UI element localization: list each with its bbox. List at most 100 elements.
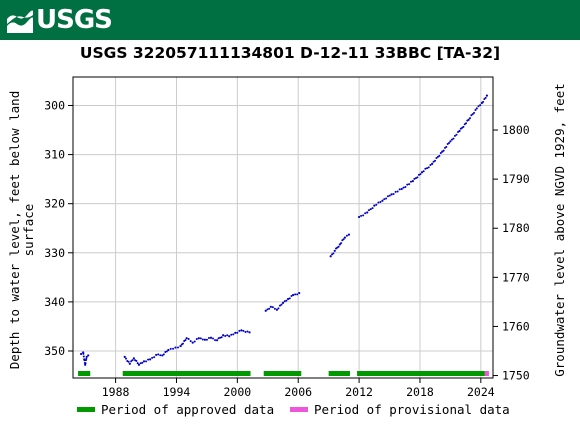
water-level-dot	[435, 156, 438, 159]
water-level-dot	[445, 145, 448, 148]
water-level-dot	[386, 195, 389, 198]
water-level-dot	[448, 142, 451, 145]
water-level-dot	[82, 352, 85, 355]
water-level-point	[298, 291, 301, 295]
water-level-point	[185, 337, 188, 340]
water-level-dot	[340, 242, 343, 245]
water-level-dot	[416, 176, 419, 179]
water-level-point	[485, 94, 489, 97]
water-level-dot	[469, 117, 472, 120]
water-level-dot	[125, 357, 128, 360]
water-level-dot	[375, 203, 378, 206]
water-level-dot	[345, 234, 348, 237]
water-level-dot	[217, 337, 220, 340]
usgs-logo[interactable]: USGS	[6, 4, 113, 36]
water-level-dot	[342, 238, 345, 241]
water-level-dot	[153, 356, 156, 359]
water-level-dot	[159, 354, 162, 357]
water-level-dot	[195, 337, 198, 340]
water-level-dot	[244, 331, 247, 334]
right-axis-label: Groundwater level above NGVD 1929, feet	[552, 83, 567, 377]
water-level-point	[137, 363, 141, 366]
water-level-dot	[369, 208, 372, 211]
water-level-point	[87, 354, 90, 357]
water-level-point	[85, 355, 88, 358]
water-level-dot	[236, 331, 239, 334]
legend: Period of approved data Period of provis…	[77, 402, 510, 417]
water-level-dot	[139, 362, 142, 365]
water-level-dot	[172, 347, 175, 350]
right-tick-label: 1770	[502, 270, 530, 284]
right-tick-label: 1750	[502, 369, 530, 383]
left-tick-label: 300	[44, 98, 65, 112]
water-level-dot	[424, 167, 427, 170]
water-level-dot	[136, 362, 139, 365]
water-level-dot	[84, 362, 87, 365]
water-level-point	[286, 297, 290, 301]
water-level-point	[329, 255, 332, 258]
water-level-dot	[388, 194, 391, 197]
water-level-dot	[453, 134, 456, 137]
water-level-dot	[280, 303, 283, 306]
water-level-dot	[246, 330, 249, 333]
water-level-point	[155, 353, 158, 357]
left-tick-label: 330	[44, 246, 65, 260]
water-level-point	[281, 301, 285, 304]
water-level-point	[431, 162, 434, 166]
water-level-dot	[181, 342, 184, 345]
water-level-dot	[285, 299, 288, 302]
x-tick-label: 2000	[223, 385, 251, 399]
water-level-dot	[404, 186, 407, 189]
water-level-point	[132, 357, 135, 360]
water-level-dot	[413, 177, 416, 180]
water-level-dot	[187, 337, 190, 340]
water-level-point	[333, 249, 336, 252]
x-tick-label: 2024	[467, 385, 495, 399]
water-level-dot	[452, 137, 455, 140]
water-level-dot	[288, 297, 291, 300]
water-level-point	[347, 233, 351, 236]
water-level-dot	[207, 337, 210, 340]
water-level-point	[197, 337, 200, 340]
chart-title: USGS 322057111134801 D-12-11 33BBC [TA-3…	[79, 44, 501, 62]
water-level-dot	[273, 307, 276, 310]
x-tick-label: 1994	[163, 385, 191, 399]
water-level-point	[338, 243, 341, 246]
water-level-point	[420, 171, 424, 174]
water-level-dot	[268, 307, 271, 310]
water-level-point	[475, 107, 478, 110]
water-level-dot	[436, 155, 439, 158]
provisional-period-bar	[484, 371, 489, 376]
water-level-dot	[230, 333, 233, 336]
water-level-dot	[193, 340, 196, 343]
water-level-dot	[434, 159, 437, 162]
water-level-point	[381, 199, 384, 202]
water-level-point	[179, 344, 182, 348]
water-level-point	[191, 341, 194, 344]
water-level-dot	[337, 245, 340, 248]
water-level-dot	[157, 353, 160, 356]
water-level-dot	[455, 133, 458, 136]
water-level-dot	[364, 212, 367, 215]
water-level-dot	[484, 96, 487, 99]
x-axis-ticks: 1988 1994 2000 2006 2012 2018 2024	[102, 378, 495, 399]
water-level-dot	[199, 337, 202, 340]
water-level-point	[80, 352, 83, 356]
plot-frame	[72, 76, 494, 379]
water-level-point	[128, 362, 131, 365]
water-level-dot	[294, 293, 297, 296]
water-level-dot	[377, 201, 380, 204]
right-tick-label: 1780	[502, 221, 530, 235]
water-level-dot	[82, 355, 85, 358]
water-level-dot	[398, 188, 401, 191]
water-level-point	[373, 204, 376, 207]
water-level-dot	[177, 346, 179, 349]
water-level-dot	[226, 334, 229, 337]
water-level-dot	[277, 307, 280, 310]
water-level-dot	[290, 294, 293, 297]
water-level-point	[248, 331, 251, 334]
water-level-dot	[473, 111, 476, 114]
legend-provisional-swatch	[290, 407, 308, 412]
water-level-dot	[141, 361, 144, 364]
